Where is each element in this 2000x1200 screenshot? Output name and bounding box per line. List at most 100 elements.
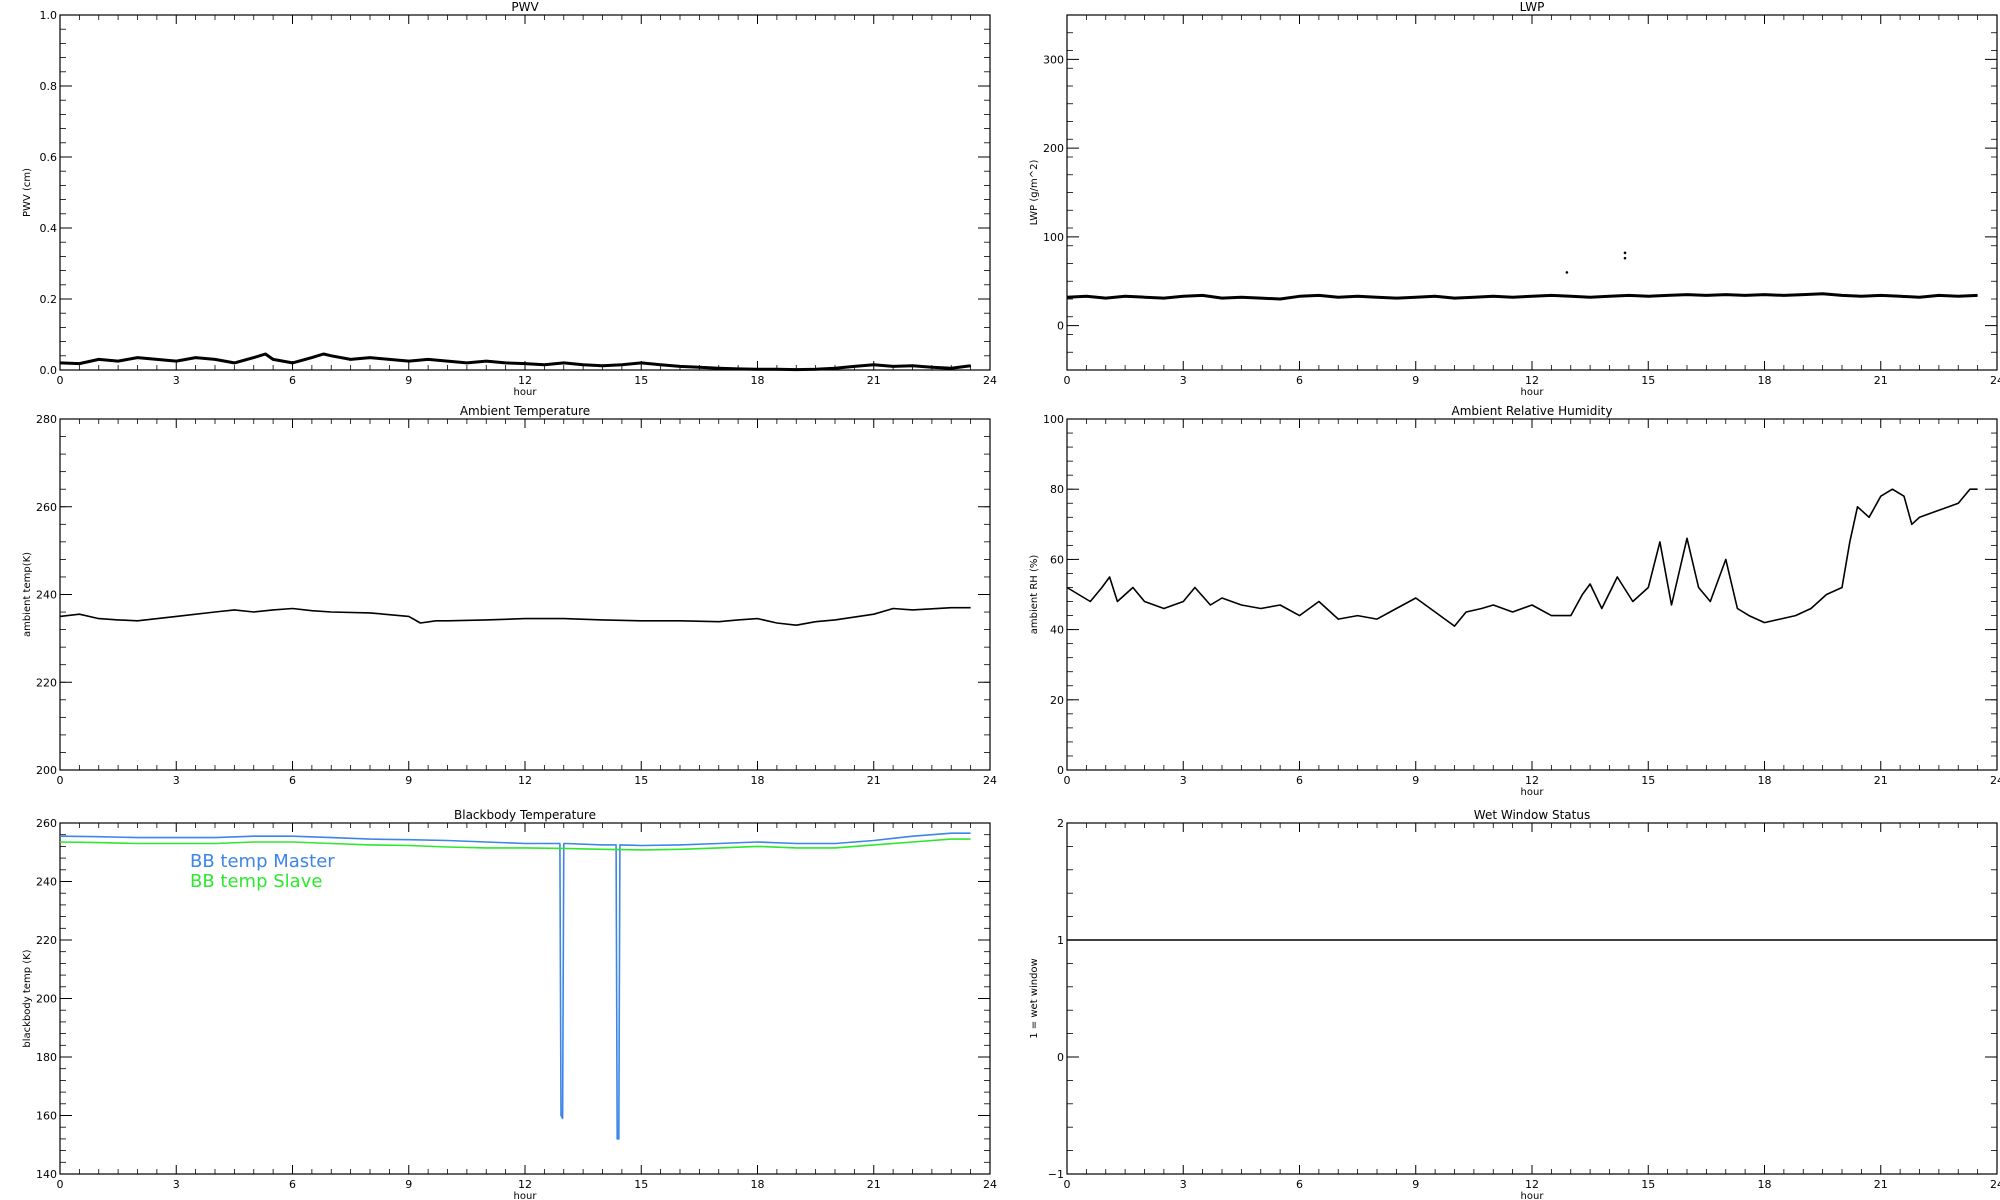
x-axis-label: hour	[514, 387, 538, 398]
x-tick-label: 24	[983, 374, 997, 387]
x-tick-label: 18	[1758, 774, 1772, 787]
y-tick-label: 300	[1043, 53, 1064, 66]
x-tick-label: 18	[751, 1178, 765, 1191]
x-axis-label: hour	[1521, 787, 1545, 798]
x-tick-label: 15	[1641, 1178, 1655, 1191]
y-tick-label: 0.2	[40, 293, 58, 306]
y-tick-label: 80	[1050, 483, 1064, 496]
x-tick-label: 0	[57, 374, 64, 387]
chart-title: Blackbody Temperature	[454, 808, 596, 822]
legend-entry: BB temp Master	[190, 851, 335, 872]
x-axis-label: hour	[514, 1191, 538, 1200]
y-axis-label: blackbody temp (K)	[22, 949, 33, 1047]
x-tick-label: 12	[518, 774, 532, 787]
y-tick-label: −1	[1048, 1168, 1064, 1181]
y-tick-label: 100	[1043, 413, 1064, 426]
y-tick-label: 200	[36, 993, 57, 1006]
legend-entry: BB temp Slave	[190, 871, 322, 892]
series-line-1	[59, 352, 971, 372]
chart-panel-1: PWV 0 3 6 9 12 15 18 21 24 hour 0.0 0.2 0.4 0.6 0.8 1.0 P…	[22, 0, 997, 398]
y-tick-label: 0.8	[40, 80, 58, 93]
y-tick-label: 0	[1057, 320, 1064, 333]
y-tick-label: 0	[1057, 764, 1064, 777]
y-tick-label: 20	[1050, 694, 1064, 707]
series-line-1	[59, 606, 971, 627]
x-tick-label: 9	[1412, 774, 1419, 787]
chart-title: Ambient Temperature	[460, 404, 590, 418]
x-tick-label: 9	[405, 374, 412, 387]
outlier-point	[1623, 251, 1627, 255]
x-tick-label: 0	[57, 1178, 64, 1191]
y-axis-label: 1 = wet window	[1029, 958, 1040, 1038]
x-tick-label: 12	[1525, 374, 1539, 387]
y-tick-label: 200	[36, 764, 57, 777]
y-tick-label: 60	[1050, 553, 1064, 566]
y-tick-label: 180	[36, 1051, 57, 1064]
x-tick-label: 3	[1180, 1178, 1187, 1191]
x-tick-label: 21	[1874, 374, 1888, 387]
x-tick-label: 18	[751, 774, 765, 787]
x-tick-label: 24	[983, 1178, 997, 1191]
x-tick-label: 15	[1641, 374, 1655, 387]
x-tick-label: 0	[1064, 774, 1071, 787]
x-tick-label: 21	[867, 374, 881, 387]
x-tick-label: 18	[751, 374, 765, 387]
series-line-bb-temp-master	[59, 832, 971, 1140]
x-tick-label: 0	[57, 774, 64, 787]
x-tick-label: 6	[1296, 774, 1303, 787]
x-tick-label: 21	[867, 1178, 881, 1191]
y-tick-label: 140	[36, 1168, 57, 1181]
x-axis-label: hour	[1521, 1191, 1545, 1200]
series-line-1	[1066, 292, 1978, 301]
plot-frame	[1066, 418, 1998, 771]
y-tick-label: 220	[36, 934, 57, 947]
outlier-point	[1565, 271, 1569, 274]
chart-title: PWV	[511, 0, 539, 14]
x-tick-label: 21	[867, 774, 881, 787]
series-line-bb-temp-slave	[59, 838, 971, 851]
y-tick-label: 0.6	[40, 151, 58, 164]
x-tick-label: 21	[1874, 774, 1888, 787]
plot-frame	[1066, 14, 1998, 371]
x-tick-label: 3	[1180, 374, 1187, 387]
x-tick-label: 18	[1758, 1178, 1772, 1191]
x-tick-label: 12	[518, 374, 532, 387]
outlier-point	[1623, 256, 1627, 260]
x-tick-label: 3	[1180, 774, 1187, 787]
chart-panel-2: LWP 0 3 6 9 12 15 18 21 24 hour 0 100 200 300 LWP (g/m^…	[1029, 0, 2000, 398]
x-tick-label: 24	[1990, 374, 2000, 387]
y-tick-label: 240	[36, 876, 57, 889]
y-tick-label: 0.0	[40, 364, 58, 377]
x-tick-label: 0	[1064, 1178, 1071, 1191]
y-tick-label: 0	[1057, 1051, 1064, 1064]
plot-frame	[59, 418, 991, 771]
x-tick-label: 24	[1990, 774, 2000, 787]
chart-title: Ambient Relative Humidity	[1452, 404, 1613, 418]
chart-panel-6: Wet Window Status03691215182124hour−1012…	[1029, 808, 2000, 1200]
y-tick-label: 280	[36, 413, 57, 426]
y-axis-label: PWV (cm)	[22, 168, 33, 217]
x-tick-label: 0	[1064, 374, 1071, 387]
y-tick-label: 1.0	[40, 9, 58, 22]
x-tick-label: 24	[1990, 1178, 2000, 1191]
x-tick-label: 18	[1758, 374, 1772, 387]
y-axis-label: LWP (g/m^2)	[1029, 160, 1040, 226]
x-tick-label: 6	[1296, 1178, 1303, 1191]
plot-frame	[1066, 822, 1998, 1175]
x-tick-label: 3	[173, 1178, 180, 1191]
y-tick-label: 1	[1057, 934, 1064, 947]
y-tick-label: 160	[36, 1110, 57, 1123]
y-tick-label: 240	[36, 589, 57, 602]
x-tick-label: 12	[1525, 774, 1539, 787]
series-line-1	[1066, 488, 1978, 627]
y-tick-label: 260	[36, 817, 57, 830]
y-tick-label: 0.4	[40, 222, 58, 235]
y-tick-label: 200	[1043, 142, 1064, 155]
y-axis-label: ambient temp(K)	[22, 552, 33, 637]
x-tick-label: 15	[634, 374, 648, 387]
x-axis-label: hour	[1521, 387, 1545, 398]
y-tick-label: 40	[1050, 624, 1064, 637]
x-tick-label: 15	[634, 1178, 648, 1191]
x-tick-label: 6	[1296, 374, 1303, 387]
x-tick-label: 9	[1412, 374, 1419, 387]
